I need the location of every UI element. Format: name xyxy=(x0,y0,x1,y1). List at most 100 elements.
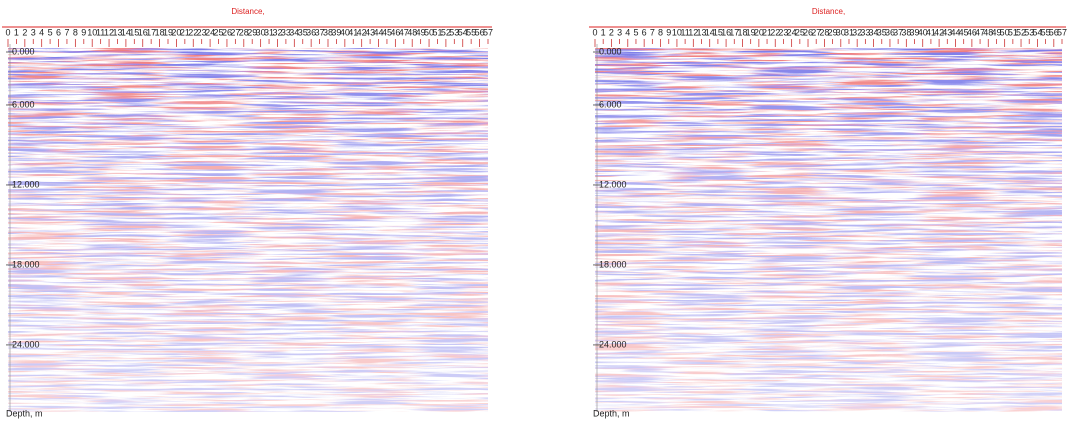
distance-tick-label: 4 xyxy=(625,27,630,37)
distance-tick-label: 36 xyxy=(885,27,895,37)
distance-tick-label: 36 xyxy=(306,27,316,37)
distance-tick-label: 34 xyxy=(869,27,879,37)
distance-tick-label: 20 xyxy=(754,27,764,37)
distance-tick-label: 52 xyxy=(441,27,451,37)
distance-tick-label: 37 xyxy=(893,27,903,37)
distance-tick-label: 35 xyxy=(877,27,887,37)
distance-tick-label: 54 xyxy=(1032,27,1042,37)
distance-tick-label: 12 xyxy=(104,27,114,37)
distance-tick-label: 43 xyxy=(942,27,952,37)
radargram-texture xyxy=(8,48,488,412)
distance-tick-label: 13 xyxy=(697,27,707,37)
distance-tick-label: 9 xyxy=(666,27,671,37)
distance-tick-label: 30 xyxy=(836,27,846,37)
distance-tick-label: 17 xyxy=(729,27,739,37)
distance-tick-label: 53 xyxy=(1024,27,1034,37)
distance-tick-label: 30 xyxy=(256,27,266,37)
distance-tick-label: 50 xyxy=(1000,27,1010,37)
distance-tick-label: 47 xyxy=(975,27,985,37)
distance-tick-label: 14 xyxy=(705,27,715,37)
depth-tick-label: 18.000 xyxy=(599,259,627,269)
distance-tick-label: 24 xyxy=(787,27,797,37)
distance-tick-label: 17 xyxy=(146,27,156,37)
axis-title: Distance, xyxy=(231,7,264,16)
distance-tick-label: 10 xyxy=(87,27,97,37)
distance-tick-label: 50 xyxy=(424,27,434,37)
depth-tick-label: 12.000 xyxy=(599,179,627,189)
distance-tick-label: 6 xyxy=(56,27,61,37)
distance-tick-label: 57 xyxy=(483,27,493,37)
distance-tick-label: 42 xyxy=(357,27,367,37)
distance-tick-label: 38 xyxy=(323,27,333,37)
distance-tick-label: 29 xyxy=(828,27,838,37)
distance-tick-label: 35 xyxy=(298,27,308,37)
depth-tick-label: 12.000 xyxy=(12,179,40,189)
distance-tick-label: 40 xyxy=(340,27,350,37)
depth-axis-label: Depth, m xyxy=(593,408,630,418)
distance-tick-label: 47 xyxy=(399,27,409,37)
distance-tick-label: 33 xyxy=(281,27,291,37)
distance-tick-label: 25 xyxy=(214,27,224,37)
distance-tick-label: 5 xyxy=(633,27,638,37)
depth-tick-label: 0.000 xyxy=(599,46,622,56)
distance-tick-label: 44 xyxy=(374,27,384,37)
distance-tick-label: 11 xyxy=(96,27,105,37)
depth-tick-label: 6.000 xyxy=(12,99,35,109)
distance-tick-label: 41 xyxy=(926,27,936,37)
distance-tick-label: 51 xyxy=(432,27,442,37)
radargram-panel: Distance,0 1 2 3 4 5 6 7 8 9 101112131415161718192… xyxy=(2,7,493,418)
distance-tick-label: 45 xyxy=(959,27,969,37)
distance-tick-label: 7 xyxy=(64,27,69,37)
depth-tick-label: 24.000 xyxy=(599,339,627,349)
distance-tick-label: 10 xyxy=(672,27,682,37)
distance-tick-label: 43 xyxy=(365,27,375,37)
distance-tick-label: 2 xyxy=(609,27,614,37)
distance-tick-label: 41 xyxy=(348,27,358,37)
distance-tick-label: 32 xyxy=(852,27,862,37)
distance-tick-label: 2 xyxy=(22,27,27,37)
distance-tick-label: 31 xyxy=(844,27,854,37)
distance-tick-label: 19 xyxy=(746,27,756,37)
distance-tick-label: 21 xyxy=(180,27,190,37)
depth-tick-label: 24.000 xyxy=(12,339,40,349)
distance-tick-label: 15 xyxy=(713,27,723,37)
distance-tick-label: 55 xyxy=(1041,27,1051,37)
distance-tick-label: 21 xyxy=(762,27,772,37)
distance-tick-label: 46 xyxy=(967,27,977,37)
distance-tick-label: 26 xyxy=(803,27,813,37)
depth-axis-label: Depth, m xyxy=(6,408,43,418)
distance-tick-label: 49 xyxy=(991,27,1001,37)
distance-tick-label: 22 xyxy=(188,27,198,37)
distance-tick-label: 9 xyxy=(81,27,86,37)
depth-tick-label: 18.000 xyxy=(12,259,40,269)
distance-tick-label: 6 xyxy=(642,27,647,37)
distance-tick-label: 45 xyxy=(382,27,392,37)
distance-tick-label: 53 xyxy=(449,27,459,37)
distance-tick-label: 33 xyxy=(860,27,870,37)
distance-tick-label: 48 xyxy=(407,27,417,37)
distance-tick-label: 46 xyxy=(390,27,400,37)
distance-tick-label: 13 xyxy=(112,27,122,37)
distance-tick-label: 38 xyxy=(901,27,911,37)
distance-tick-label: 39 xyxy=(331,27,341,37)
depth-tick-label: 0.000 xyxy=(12,46,35,56)
distance-tick-label: 49 xyxy=(416,27,426,37)
distance-tick-label: 5 xyxy=(48,27,53,37)
distance-tick-label: 29 xyxy=(247,27,257,37)
radargram-texture xyxy=(595,48,1062,412)
distance-tick-label: 52 xyxy=(1016,27,1026,37)
distance-tick-label: 42 xyxy=(934,27,944,37)
distance-tick-label: 23 xyxy=(197,27,207,37)
distance-tick-label: 48 xyxy=(983,27,993,37)
distance-tick-label: 20 xyxy=(171,27,181,37)
distance-tick-label: 24 xyxy=(205,27,215,37)
distance-tick-label: 57 xyxy=(1057,27,1067,37)
distance-tick-label: 40 xyxy=(918,27,928,37)
distance-tick-label: 12 xyxy=(688,27,698,37)
distance-tick-label: 56 xyxy=(475,27,485,37)
distance-tick-label: 3 xyxy=(617,27,622,37)
distance-tick-label: 31 xyxy=(264,27,274,37)
radargram-panel: Distance,0 1 2 3 4 5 6 7 8 9 101112131415161718192… xyxy=(589,7,1067,418)
distance-tick-label: 54 xyxy=(458,27,468,37)
